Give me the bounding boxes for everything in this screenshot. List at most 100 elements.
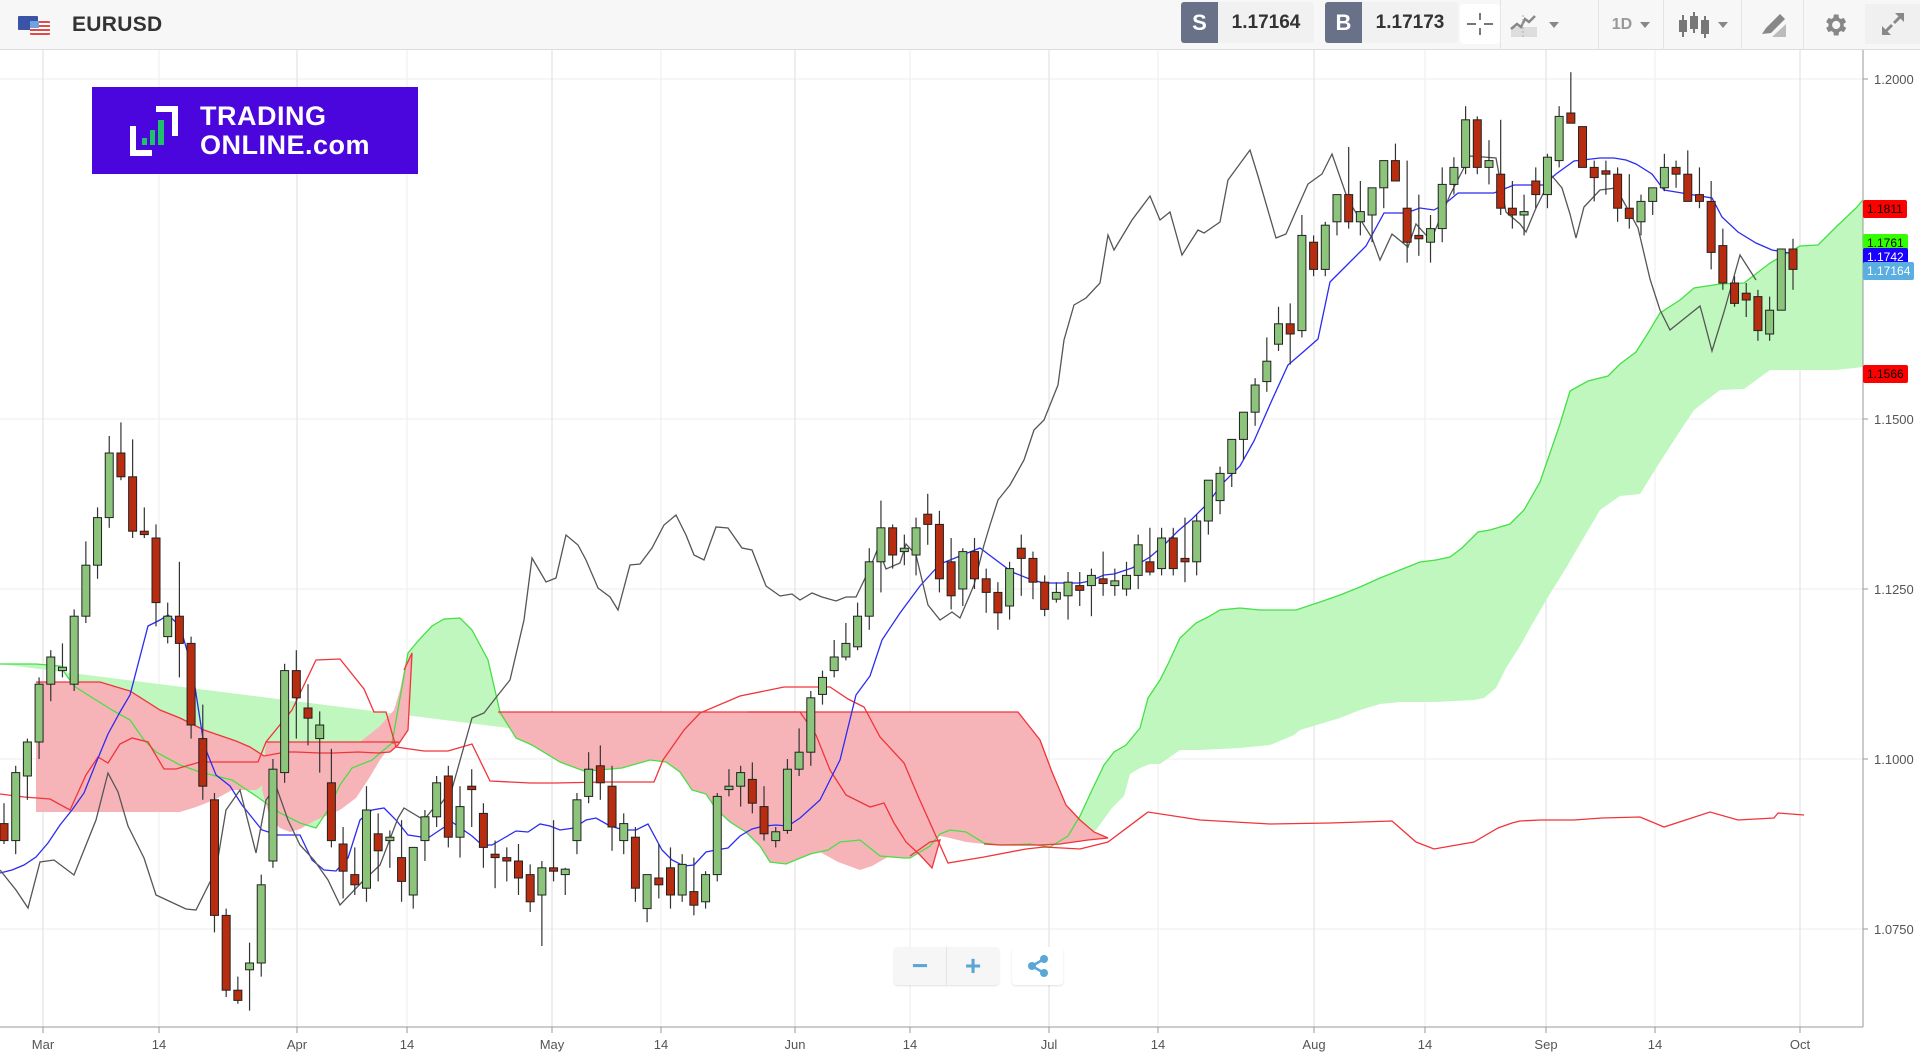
crosshair-button[interactable] xyxy=(1460,4,1500,44)
candle-body xyxy=(1601,170,1611,175)
candle-body xyxy=(1005,568,1015,607)
time-tick-label: Apr xyxy=(287,1037,308,1052)
candle-body xyxy=(1110,580,1120,587)
candle-body xyxy=(1332,194,1342,223)
price-tag-1-1761: 1.1761 xyxy=(1863,234,1908,252)
price-tick-label: 1.0750 xyxy=(1874,922,1914,937)
candle-body xyxy=(888,527,898,556)
candle-body xyxy=(1203,479,1213,522)
candle-body xyxy=(1390,160,1400,182)
candle-body xyxy=(970,551,980,580)
time-tick-label: 14 xyxy=(1151,1037,1165,1052)
symbol-selector[interactable]: EURUSD xyxy=(18,10,162,40)
candle-body xyxy=(198,738,208,787)
logo-line-1: TRADING xyxy=(200,100,327,131)
candle-body xyxy=(1355,211,1365,223)
price-tick-label: 1.1250 xyxy=(1874,582,1914,597)
candle-body xyxy=(841,642,851,658)
candle-body xyxy=(993,591,1003,614)
candle-body xyxy=(385,836,395,842)
candle-body xyxy=(981,578,991,593)
candle-body xyxy=(1344,194,1354,223)
candle-body xyxy=(1367,187,1377,216)
sell-button[interactable]: S 1.17164 xyxy=(1181,2,1314,43)
candle-body xyxy=(665,867,675,896)
time-tick-label: 14 xyxy=(400,1037,414,1052)
candle-body xyxy=(1671,166,1681,175)
timeframe-select[interactable]: 1D xyxy=(1598,0,1663,50)
candle-body xyxy=(1122,574,1132,590)
candle-body xyxy=(642,874,652,910)
candle-body xyxy=(864,561,874,617)
candle-body xyxy=(1040,581,1050,610)
chevron-down-icon xyxy=(1640,22,1651,28)
price-tick-label: 1.1000 xyxy=(1874,752,1914,767)
zoom-out-button[interactable]: − xyxy=(911,950,929,981)
price-tag-1-1742: 1.1742 xyxy=(1863,248,1908,266)
candle-body xyxy=(1379,160,1389,189)
time-tick-label: Aug xyxy=(1302,1037,1325,1052)
candle-body xyxy=(619,823,629,842)
ichimoku-candlestick-chart[interactable]: 1.2000 1.1500 1.1250 1.1000 1.0750 Mar 14 Apr 14… xyxy=(0,50,1920,1055)
candle-body xyxy=(1133,544,1143,576)
zoom-in-button[interactable]: + xyxy=(946,947,999,985)
time-tick-label: 14 xyxy=(152,1037,166,1052)
candle-body xyxy=(794,751,804,770)
kijun-sen-line xyxy=(0,658,1805,864)
candle-body xyxy=(1542,156,1552,196)
candle-body xyxy=(443,775,453,838)
logo-chart-icon xyxy=(130,105,178,156)
candle-body xyxy=(1507,207,1517,216)
chart-type-button[interactable] xyxy=(1663,0,1741,50)
candle-body xyxy=(782,768,792,831)
candle-body xyxy=(1402,207,1412,243)
candle-body xyxy=(1706,200,1716,253)
candle-body xyxy=(1578,126,1588,168)
candle-body xyxy=(876,527,886,563)
price-tag-1-1811: 1.1811 xyxy=(1863,200,1907,218)
candle-body xyxy=(1051,591,1061,600)
candle-body xyxy=(209,799,219,916)
senkou-span-b-line xyxy=(748,711,1109,846)
candle-body xyxy=(1297,234,1307,332)
candle-body xyxy=(1320,224,1330,270)
candle-body xyxy=(923,513,933,525)
candle-body xyxy=(1075,585,1085,591)
candle-body xyxy=(677,863,687,896)
candle-body xyxy=(221,914,231,991)
chart-area[interactable]: 1.2000 1.1500 1.1250 1.1000 1.0750 Mar 14 Apr 14… xyxy=(0,50,1920,1055)
candle-body xyxy=(1063,581,1073,597)
candle-body xyxy=(1437,183,1447,230)
candle-body xyxy=(315,724,325,740)
buy-button[interactable]: B 1.17173 xyxy=(1325,2,1458,43)
senkou-span-a-line xyxy=(0,199,1864,865)
candle-body xyxy=(1414,234,1424,240)
draw-tools-button[interactable] xyxy=(1741,0,1803,50)
candle-body xyxy=(478,812,488,848)
candle-body xyxy=(233,989,243,1001)
symbol-name: EURUSD xyxy=(72,13,163,36)
fullscreen-button[interactable] xyxy=(1865,4,1920,44)
candle-body xyxy=(256,884,266,964)
indicators-button[interactable] xyxy=(1500,0,1566,50)
share-button[interactable] xyxy=(1012,947,1063,985)
candle-body xyxy=(572,799,582,842)
time-tick-label: 14 xyxy=(903,1037,917,1052)
candle-body xyxy=(958,551,968,590)
candle-body xyxy=(1554,115,1564,162)
candle-body xyxy=(724,785,734,791)
candle-body xyxy=(432,782,442,818)
candlestick-icon xyxy=(1678,12,1709,38)
candle-body xyxy=(759,806,769,835)
candle-body xyxy=(397,857,407,882)
expand-icon xyxy=(1881,13,1904,35)
candle-body xyxy=(1309,241,1319,270)
candle-body xyxy=(245,962,255,971)
draw-pencil-icon xyxy=(1761,14,1786,37)
settings-button[interactable] xyxy=(1803,0,1865,50)
time-tick-label: Sep xyxy=(1534,1037,1557,1052)
candle-body xyxy=(1648,187,1658,202)
candle-body xyxy=(525,874,535,903)
candle-body xyxy=(151,537,161,604)
candle-body xyxy=(747,778,757,804)
